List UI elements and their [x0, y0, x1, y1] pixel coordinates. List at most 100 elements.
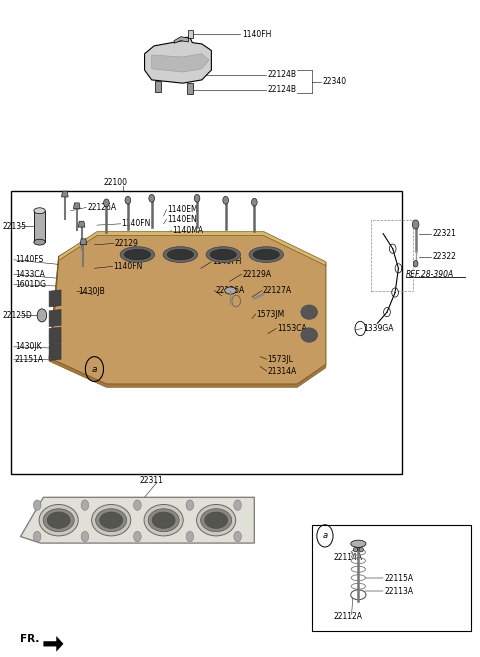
Bar [312, 525, 471, 631]
Ellipse shape [249, 247, 283, 262]
Circle shape [149, 194, 155, 202]
Ellipse shape [144, 505, 183, 536]
Polygon shape [49, 256, 59, 358]
Ellipse shape [359, 547, 363, 552]
Text: 22125D: 22125D [3, 311, 33, 320]
Text: 21314A: 21314A [268, 367, 297, 376]
Text: 22113A: 22113A [384, 587, 414, 596]
Ellipse shape [351, 540, 366, 547]
Ellipse shape [47, 512, 70, 528]
Text: 22112A: 22112A [333, 612, 362, 621]
Bar [34, 211, 45, 242]
Ellipse shape [253, 250, 279, 260]
Text: a: a [92, 365, 97, 374]
Ellipse shape [120, 247, 155, 262]
Text: 1573JL: 1573JL [268, 355, 294, 364]
Text: 1430JB: 1430JB [78, 286, 105, 296]
Bar [188, 30, 193, 38]
Text: 22124B: 22124B [268, 70, 297, 79]
Circle shape [412, 220, 419, 229]
Text: 21151A: 21151A [15, 355, 44, 364]
Circle shape [133, 500, 141, 510]
Text: a: a [323, 532, 327, 541]
Ellipse shape [152, 512, 175, 528]
Polygon shape [49, 290, 61, 307]
Text: 22129: 22129 [115, 239, 139, 248]
Ellipse shape [167, 250, 193, 260]
Ellipse shape [204, 512, 228, 528]
Text: 22321: 22321 [432, 229, 456, 238]
Ellipse shape [34, 239, 45, 245]
Circle shape [104, 199, 109, 207]
Ellipse shape [96, 509, 127, 532]
Ellipse shape [39, 505, 78, 536]
Circle shape [34, 532, 41, 542]
Circle shape [186, 500, 194, 510]
Text: 1153CA: 1153CA [277, 324, 307, 333]
Text: 22127A: 22127A [263, 286, 292, 295]
Text: 1140FH: 1140FH [212, 258, 242, 266]
Circle shape [133, 532, 141, 542]
Text: 1140MA: 1140MA [172, 226, 204, 235]
Polygon shape [49, 234, 326, 384]
Ellipse shape [43, 509, 74, 532]
Ellipse shape [148, 509, 179, 532]
Text: 22115A: 22115A [384, 574, 414, 583]
Text: 22129A: 22129A [242, 270, 272, 279]
Polygon shape [21, 497, 254, 543]
Text: 1140FN: 1140FN [121, 219, 151, 229]
Circle shape [223, 196, 228, 204]
Ellipse shape [210, 250, 237, 260]
Text: REF.28-390A: REF.28-390A [406, 270, 455, 279]
Circle shape [234, 500, 241, 510]
Polygon shape [49, 309, 61, 327]
Text: 1140FN: 1140FN [114, 262, 143, 271]
Text: 1140FH: 1140FH [242, 30, 272, 39]
Text: 1601DG: 1601DG [15, 280, 46, 289]
Circle shape [34, 500, 41, 510]
Ellipse shape [197, 505, 236, 536]
Bar [11, 191, 402, 474]
Text: 22322: 22322 [432, 252, 456, 261]
Text: 1140EN: 1140EN [168, 215, 197, 224]
Circle shape [194, 194, 200, 202]
Circle shape [234, 532, 241, 542]
Text: 22136A: 22136A [215, 286, 244, 295]
Text: 22340: 22340 [323, 78, 347, 86]
Text: 22126A: 22126A [87, 203, 117, 212]
Ellipse shape [34, 208, 45, 214]
Text: FR.: FR. [20, 633, 39, 644]
Polygon shape [144, 37, 211, 83]
Circle shape [413, 260, 418, 267]
Circle shape [81, 500, 89, 510]
Ellipse shape [201, 509, 232, 532]
Text: 1433CA: 1433CA [15, 270, 45, 279]
Ellipse shape [225, 287, 236, 294]
Text: 22100: 22100 [104, 178, 128, 187]
Polygon shape [174, 37, 189, 43]
Polygon shape [49, 358, 326, 388]
Bar [155, 81, 161, 93]
Polygon shape [43, 636, 63, 652]
Text: 1430JK: 1430JK [15, 342, 41, 351]
Polygon shape [78, 221, 85, 227]
Bar [371, 220, 413, 290]
Ellipse shape [353, 547, 358, 552]
Ellipse shape [163, 247, 198, 262]
Circle shape [37, 309, 47, 322]
Polygon shape [152, 54, 209, 72]
Polygon shape [59, 232, 326, 265]
Polygon shape [49, 344, 61, 361]
Text: 22114A: 22114A [333, 553, 362, 562]
Circle shape [125, 196, 131, 204]
Polygon shape [49, 327, 61, 344]
Text: 22124B: 22124B [268, 85, 297, 94]
Text: 1573JM: 1573JM [257, 309, 285, 319]
Circle shape [186, 532, 194, 542]
Circle shape [252, 198, 257, 206]
Text: 1140EM: 1140EM [168, 205, 198, 214]
Circle shape [81, 532, 89, 542]
Polygon shape [80, 239, 87, 245]
Text: 1140FS: 1140FS [15, 256, 43, 264]
Ellipse shape [301, 305, 318, 319]
